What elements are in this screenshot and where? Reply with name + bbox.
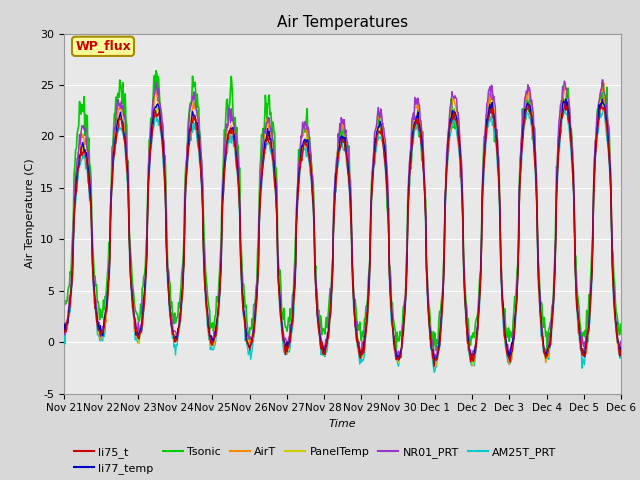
Title: Air Temperatures: Air Temperatures xyxy=(277,15,408,30)
Legend: li75_t, li77_temp, Tsonic, AirT, PanelTemp, NR01_PRT, AM25T_PRT: li75_t, li77_temp, Tsonic, AirT, PanelTe… xyxy=(70,443,561,479)
Text: WP_flux: WP_flux xyxy=(75,40,131,53)
X-axis label: Time: Time xyxy=(328,419,356,429)
Y-axis label: Air Temperature (C): Air Temperature (C) xyxy=(24,159,35,268)
